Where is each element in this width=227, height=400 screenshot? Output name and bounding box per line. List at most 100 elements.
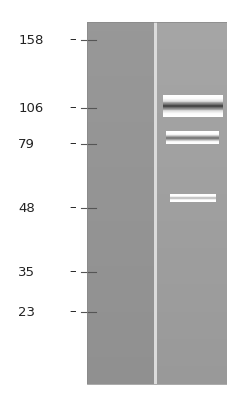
Bar	[162, 107, 222, 108]
Text: 158: 158	[18, 34, 43, 46]
Bar	[162, 100, 222, 101]
Bar	[157, 130, 227, 140]
Bar	[169, 194, 215, 195]
Bar	[157, 85, 227, 94]
Bar	[86, 40, 154, 49]
Bar	[162, 101, 222, 102]
Bar	[169, 194, 215, 195]
Bar	[86, 49, 154, 58]
Bar	[157, 31, 227, 40]
Bar	[157, 230, 227, 239]
Bar	[169, 200, 215, 201]
Bar	[86, 257, 154, 266]
Bar	[157, 347, 227, 357]
Text: –: –	[69, 102, 76, 114]
Text: –: –	[69, 202, 76, 214]
Bar	[162, 98, 222, 99]
Bar	[165, 133, 218, 134]
Bar	[165, 139, 218, 140]
Bar	[169, 198, 215, 199]
Bar	[165, 142, 218, 143]
Bar	[165, 136, 218, 137]
Bar	[86, 76, 154, 85]
Bar	[86, 157, 154, 167]
Bar	[157, 338, 227, 348]
Bar	[157, 76, 227, 85]
Text: 79: 79	[18, 138, 35, 150]
Text: 106: 106	[18, 102, 43, 114]
Bar	[157, 239, 227, 248]
Bar	[169, 196, 215, 197]
Bar	[169, 195, 215, 196]
Bar	[157, 194, 227, 203]
Bar	[157, 374, 227, 384]
Bar	[169, 197, 215, 198]
Bar	[169, 200, 215, 201]
Bar	[157, 302, 227, 312]
Bar	[165, 132, 218, 133]
Bar	[86, 266, 154, 275]
Bar	[165, 134, 218, 135]
Bar	[157, 284, 227, 294]
Bar	[162, 110, 222, 111]
Bar	[157, 148, 227, 158]
Bar	[86, 67, 154, 76]
Bar	[157, 266, 227, 275]
Bar	[86, 112, 154, 122]
Bar	[165, 137, 218, 138]
Bar	[165, 135, 218, 136]
Bar	[169, 200, 215, 201]
Bar	[154, 22, 157, 384]
Bar	[86, 248, 154, 257]
Bar	[0, 0, 86, 400]
Bar	[165, 141, 218, 142]
Bar	[157, 320, 227, 330]
Text: 23: 23	[18, 306, 35, 318]
Bar	[86, 148, 154, 158]
Bar	[157, 67, 227, 76]
Bar	[157, 212, 227, 221]
Bar	[157, 203, 227, 212]
Bar	[157, 22, 227, 31]
Bar	[165, 140, 218, 141]
Bar	[165, 138, 218, 139]
Bar	[162, 105, 222, 106]
Bar	[169, 195, 215, 196]
Bar	[157, 221, 227, 230]
Text: –: –	[69, 34, 76, 46]
Bar	[86, 329, 154, 339]
Bar	[165, 143, 218, 144]
Bar	[162, 116, 222, 117]
Bar	[157, 176, 227, 185]
Bar	[169, 198, 215, 199]
Bar	[157, 166, 227, 176]
Bar	[86, 176, 154, 185]
Bar	[162, 96, 222, 97]
Bar	[86, 121, 154, 130]
Bar	[86, 221, 154, 230]
Bar	[162, 94, 222, 96]
Bar	[86, 94, 154, 104]
Bar	[162, 100, 222, 102]
Bar	[169, 199, 215, 200]
Bar	[165, 138, 218, 139]
Bar	[157, 157, 227, 167]
Bar	[157, 49, 227, 58]
Bar	[86, 130, 154, 140]
Bar	[86, 356, 154, 366]
Bar	[169, 198, 215, 199]
Bar	[169, 199, 215, 200]
Bar	[162, 112, 222, 113]
Bar	[86, 31, 154, 40]
Bar	[162, 97, 222, 98]
Bar	[162, 98, 222, 99]
Bar	[169, 201, 215, 202]
Text: –: –	[69, 138, 76, 150]
Bar	[162, 114, 222, 115]
Bar	[165, 139, 218, 140]
Bar	[86, 212, 154, 221]
Bar	[86, 239, 154, 248]
Bar	[169, 196, 215, 197]
Bar	[157, 293, 227, 302]
Bar	[86, 366, 154, 375]
